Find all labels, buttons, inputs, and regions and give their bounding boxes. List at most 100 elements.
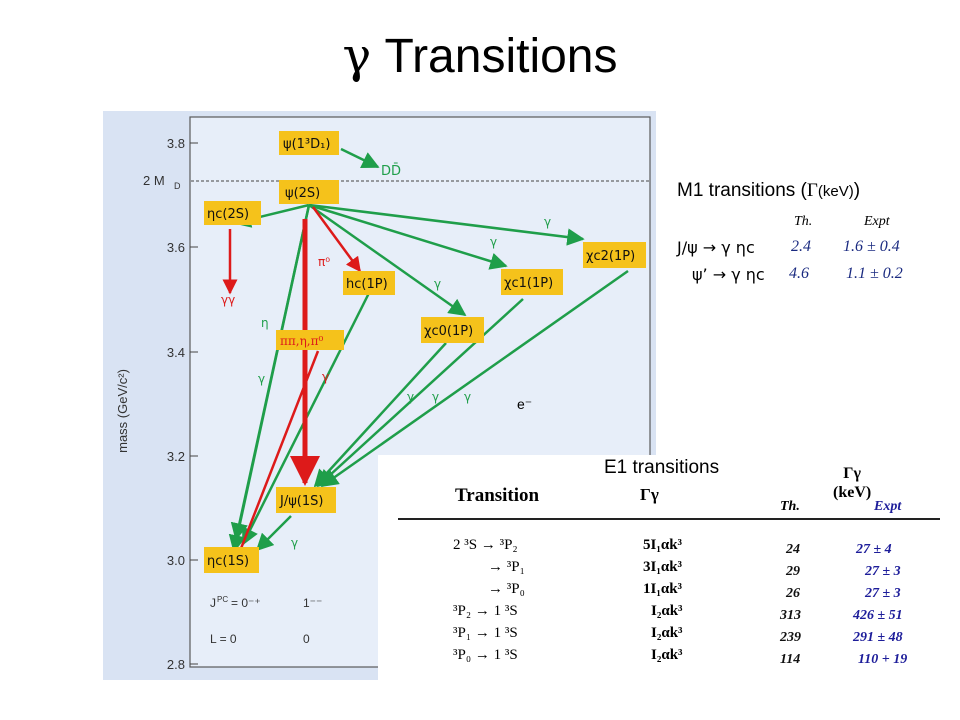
value-th: 114: [780, 652, 801, 667]
state-box-hc: [343, 271, 395, 295]
y-tick: 3.2: [167, 449, 185, 464]
arrow-red-diagonal: [238, 350, 320, 552]
arrow-to-etac1s: [228, 204, 311, 553]
state-box-jpsi: [276, 487, 336, 513]
label-gamma: γ: [490, 235, 497, 249]
label-pipi: ππ,η,π⁰: [280, 334, 323, 348]
transition: ³P₁ → 1 ³S: [453, 625, 518, 641]
e1-transitions-table: E1 transitions Transition Γγ Γγ (keV) Th…: [378, 455, 948, 720]
transition: 2 ³S → ³P₂: [453, 537, 518, 553]
charmonium-level-diagram: 3.8 3.6 3.4 3.2 3.0 2.8 mass (GeV/c²) 2 …: [103, 111, 656, 680]
l-value-2: 0: [303, 632, 310, 646]
state-etac1s: ηc(1S): [207, 554, 249, 569]
header-gamma-kev: Γγ (keV): [833, 465, 872, 501]
y-axis: 3.8 3.6 3.4 3.2 3.0 2.8 mass (GeV/c²): [115, 136, 198, 672]
state-box-chic0: [421, 317, 484, 343]
value-expt: 291 ± 48: [853, 630, 903, 645]
jpc-value-2: 1⁻⁻: [303, 596, 322, 610]
label-gamma: γ: [432, 390, 439, 404]
label-gg: γγ: [221, 293, 235, 307]
m1-title: M1 transitions (Γ(keV)): [677, 180, 861, 201]
state-box-chic2: [583, 242, 646, 268]
value-expt: 110 + 19: [858, 652, 908, 667]
transition: → ³P₁: [488, 559, 525, 575]
m1-row: J/ψ → γ ηc 2.4 1.6 ± 0.4: [677, 238, 900, 257]
label-gamma: γ: [291, 536, 298, 550]
formula: 3I₁αk³: [643, 559, 683, 575]
arrow-chic2-to-jpsi: [320, 269, 629, 488]
y-tick: 2.8: [167, 657, 185, 672]
value-th: 239: [780, 630, 801, 645]
value-expt: 426 ± 51: [853, 608, 903, 623]
value-expt: 27 ± 3: [865, 564, 901, 579]
state-box-etac2s: [204, 201, 261, 225]
arrow-to-hc: [311, 206, 362, 273]
arrow-to-chic0: [308, 203, 467, 317]
label-gamma: γ: [464, 390, 471, 404]
title-text: Transitions: [371, 30, 618, 83]
label-pi0: π⁰: [318, 255, 330, 269]
state-chic2: χc2(1P): [586, 249, 635, 264]
arrow-to-chic1: [308, 203, 508, 270]
label-gamma: γ: [434, 277, 441, 291]
formula: I₂αk³: [651, 647, 683, 663]
dd-threshold: 2 M D: [143, 173, 649, 191]
threshold-subscript: D: [174, 181, 181, 191]
pipi-box: [276, 330, 344, 350]
state-etac2s: ηc(2S): [207, 207, 249, 222]
value-expt: 27 ± 4: [856, 542, 892, 557]
state-chic0: χc0(1P): [424, 324, 473, 339]
threshold-label: 2 M: [143, 173, 165, 188]
label-gamma-red: γ: [322, 370, 329, 384]
formula: 1I₁αk³: [643, 581, 683, 597]
value-th: 24: [786, 542, 800, 557]
value-expt: 27 ± 3: [865, 586, 901, 601]
arrow-to-dd: [340, 147, 380, 169]
transition: ³P₀ → 1 ³S: [453, 647, 518, 663]
y-tick: 3.6: [167, 240, 185, 255]
label-eta: η: [261, 316, 269, 330]
y-axis-label: mass (GeV/c²): [115, 369, 130, 453]
label-gamma: γ: [258, 372, 265, 386]
state-hc: hc(1P): [346, 277, 388, 292]
e-minus-label: e⁻: [517, 396, 533, 412]
gamma-symbol: γ: [342, 28, 372, 84]
state-psi3770: ψ(1³D₁): [283, 137, 330, 152]
l-label: L = 0: [210, 632, 237, 646]
state-box-etac1s: [204, 547, 259, 573]
header-rule: [398, 518, 940, 520]
formula: I₂αk³: [651, 603, 683, 619]
e1-title: E1 transitions: [604, 457, 720, 478]
jpc-value: = 0⁻⁺: [231, 596, 261, 610]
header-th: Th.: [780, 499, 800, 514]
state-chic1: χc1(1P): [504, 276, 553, 291]
label-gamma: γ: [407, 390, 414, 404]
m1-row: ψ’ → γ ηc 4.6 1.1 ± 0.2: [692, 265, 903, 284]
m1-transitions-panel: M1 transitions (Γ(keV)) Th. Expt J/ψ → γ…: [677, 180, 947, 284]
state-psi2s: ψ(2S): [285, 186, 320, 201]
value-th: 313: [780, 608, 801, 623]
label-gamma: γ: [544, 215, 551, 229]
m1-header-expt: Expt: [864, 214, 890, 229]
formula: I₂αk³: [651, 625, 683, 641]
formula: 5I₁αk³: [643, 537, 683, 553]
transition: ³P₂ → 1 ³S: [453, 603, 518, 619]
state-box-psi2s: [279, 180, 339, 204]
transition: → ³P₀: [488, 581, 525, 597]
jpc-label: J: [210, 596, 216, 610]
arrow-to-chic2: [308, 203, 585, 246]
jpc-superscript: PC: [217, 595, 228, 604]
y-tick: 3.4: [167, 345, 185, 360]
slide-title: γ Transitions: [0, 28, 960, 84]
m1-header-th: Th.: [794, 214, 813, 229]
y-tick: 3.0: [167, 553, 185, 568]
y-tick: 3.8: [167, 136, 185, 151]
value-th: 26: [786, 586, 800, 601]
arrow-jpsi-to-etac1s: [255, 515, 292, 552]
header-transition: Transition: [455, 485, 540, 506]
state-jpsi: J/ψ(1S): [279, 494, 323, 509]
header-expt: Expt: [874, 499, 902, 514]
state-dd: DD̄: [381, 164, 401, 179]
state-box-chic1: [501, 269, 563, 295]
arrow-chic0-to-jpsi: [313, 342, 447, 488]
